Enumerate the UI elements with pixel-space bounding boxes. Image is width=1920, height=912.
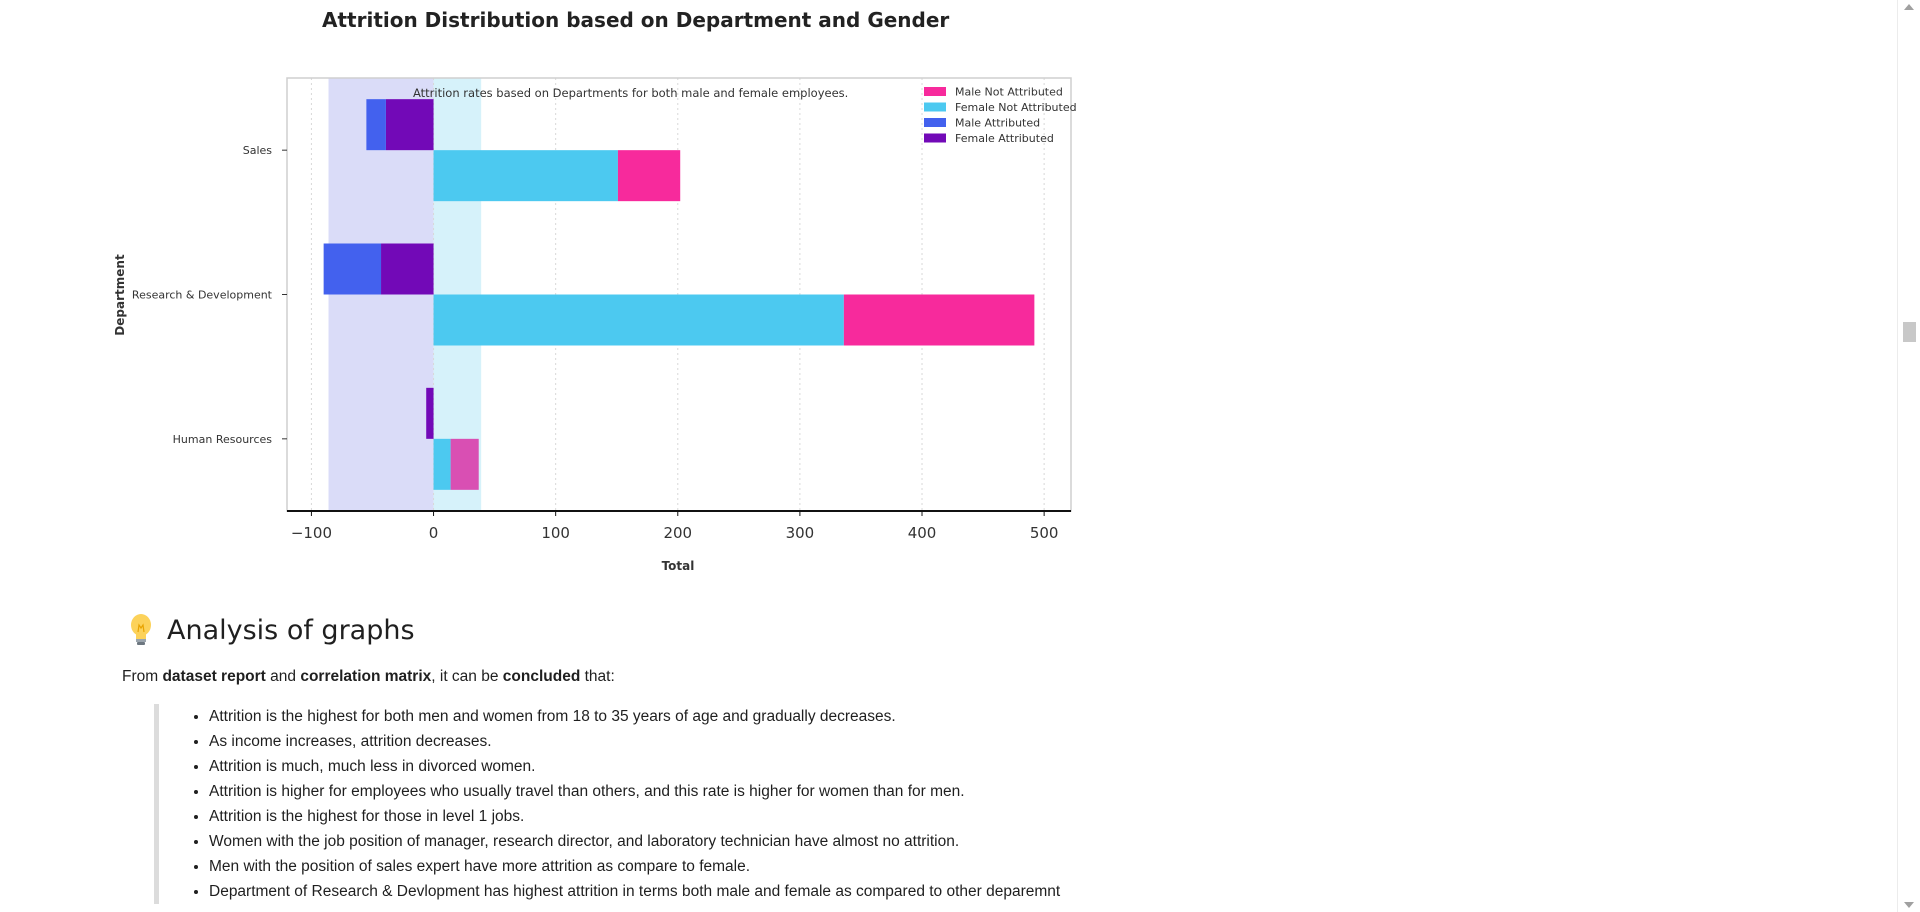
analysis-section: Analysis of graphs From dataset report a… bbox=[122, 608, 1622, 685]
bar-female-attributed-human-resources bbox=[426, 387, 434, 439]
bar-female-not-attributed-sales bbox=[433, 150, 618, 202]
vertical-scrollbar[interactable] bbox=[1897, 0, 1920, 912]
y-tick-label: Sales bbox=[243, 144, 273, 157]
x-tick-label: 0 bbox=[429, 524, 439, 542]
bar-male-attributed-sales bbox=[366, 99, 386, 151]
intro-can-be: , it can be bbox=[431, 668, 503, 685]
bar-female-attributed-research-development bbox=[381, 243, 434, 295]
legend-swatch-male-attributed bbox=[924, 118, 946, 127]
x-axis-label: Total bbox=[662, 559, 695, 573]
analysis-intro: From dataset report and correlation matr… bbox=[122, 668, 615, 686]
intro-concluded: concluded bbox=[502, 668, 581, 685]
legend-swatch-female-not-attributed bbox=[924, 102, 946, 112]
scroll-down-arrow-icon[interactable] bbox=[1904, 902, 1914, 908]
list-item: As income increases, attrition decreases… bbox=[209, 729, 1559, 754]
bar-male-not-attributed-research-development bbox=[843, 294, 1035, 346]
intro-and: and bbox=[265, 668, 301, 685]
list-item: Attrition is higher for employees who us… bbox=[209, 779, 1559, 804]
bar-female-not-attributed-research-development bbox=[433, 294, 844, 346]
legend-label: Female Not Attributed bbox=[955, 101, 1077, 114]
scrollbar-thumb[interactable] bbox=[1903, 322, 1916, 342]
intro-correlation-matrix: correlation matrix bbox=[300, 668, 432, 685]
bar-male-not-attributed-human-resources bbox=[450, 438, 479, 490]
analysis-heading: Analysis of graphs bbox=[122, 608, 1622, 652]
legend-swatch-male-not-attributed bbox=[924, 87, 946, 96]
list-item: Attrition is the highest for those in le… bbox=[209, 804, 1559, 829]
analysis-title: Analysis of graphs bbox=[167, 614, 415, 646]
list-item: Attrition is the highest for both men an… bbox=[209, 704, 1559, 729]
y-axis-label: Department bbox=[113, 254, 127, 336]
bar-female-attributed-sales bbox=[385, 99, 434, 151]
x-tick-label: 300 bbox=[786, 524, 815, 542]
analysis-list: Attrition is the highest for both men an… bbox=[159, 704, 1559, 904]
chart-legend: Male Not Attributed Female Not Attributed… bbox=[924, 86, 1077, 145]
chart-subtitle: Attrition rates based on Departments for… bbox=[413, 86, 848, 100]
x-tick-label: 200 bbox=[663, 524, 692, 542]
x-tick-label: 400 bbox=[908, 524, 937, 542]
legend-label: Male Attributed bbox=[955, 117, 1040, 130]
list-item: Attrition is much, much less in divorced… bbox=[209, 754, 1559, 779]
y-tick-label: Research & Development bbox=[132, 289, 273, 302]
intro-from: From bbox=[122, 668, 163, 685]
list-item: Department of Research & Devlopment has … bbox=[209, 879, 1559, 904]
chart-title: Attrition Distribution based on Departme… bbox=[322, 8, 950, 32]
x-tick-label: 500 bbox=[1030, 524, 1059, 542]
list-item: Men with the position of sales expert ha… bbox=[209, 854, 1559, 879]
list-item: Women with the job position of manager, … bbox=[209, 829, 1559, 854]
analysis-blockquote: Attrition is the highest for both men an… bbox=[154, 704, 1559, 904]
bar-male-attributed-research-development bbox=[323, 243, 382, 295]
intro-that: that: bbox=[580, 668, 615, 685]
bar-female-not-attributed-human-resources bbox=[433, 438, 451, 490]
scroll-up-arrow-icon[interactable] bbox=[1904, 4, 1914, 10]
y-tick-label: Human Resources bbox=[173, 433, 273, 446]
attrition-chart: Sales Research & Development Human Resourc… bbox=[113, 77, 1077, 573]
legend-swatch-female-attributed bbox=[924, 133, 946, 143]
lightbulb-icon bbox=[131, 614, 151, 645]
x-tick-label: −100 bbox=[291, 524, 332, 542]
legend-label: Female Attributed bbox=[955, 132, 1054, 145]
intro-dataset-report: dataset report bbox=[162, 668, 266, 685]
x-tick-label: 100 bbox=[541, 524, 570, 542]
bar-male-not-attributed-sales bbox=[617, 150, 681, 202]
legend-label: Male Not Attributed bbox=[955, 86, 1063, 99]
